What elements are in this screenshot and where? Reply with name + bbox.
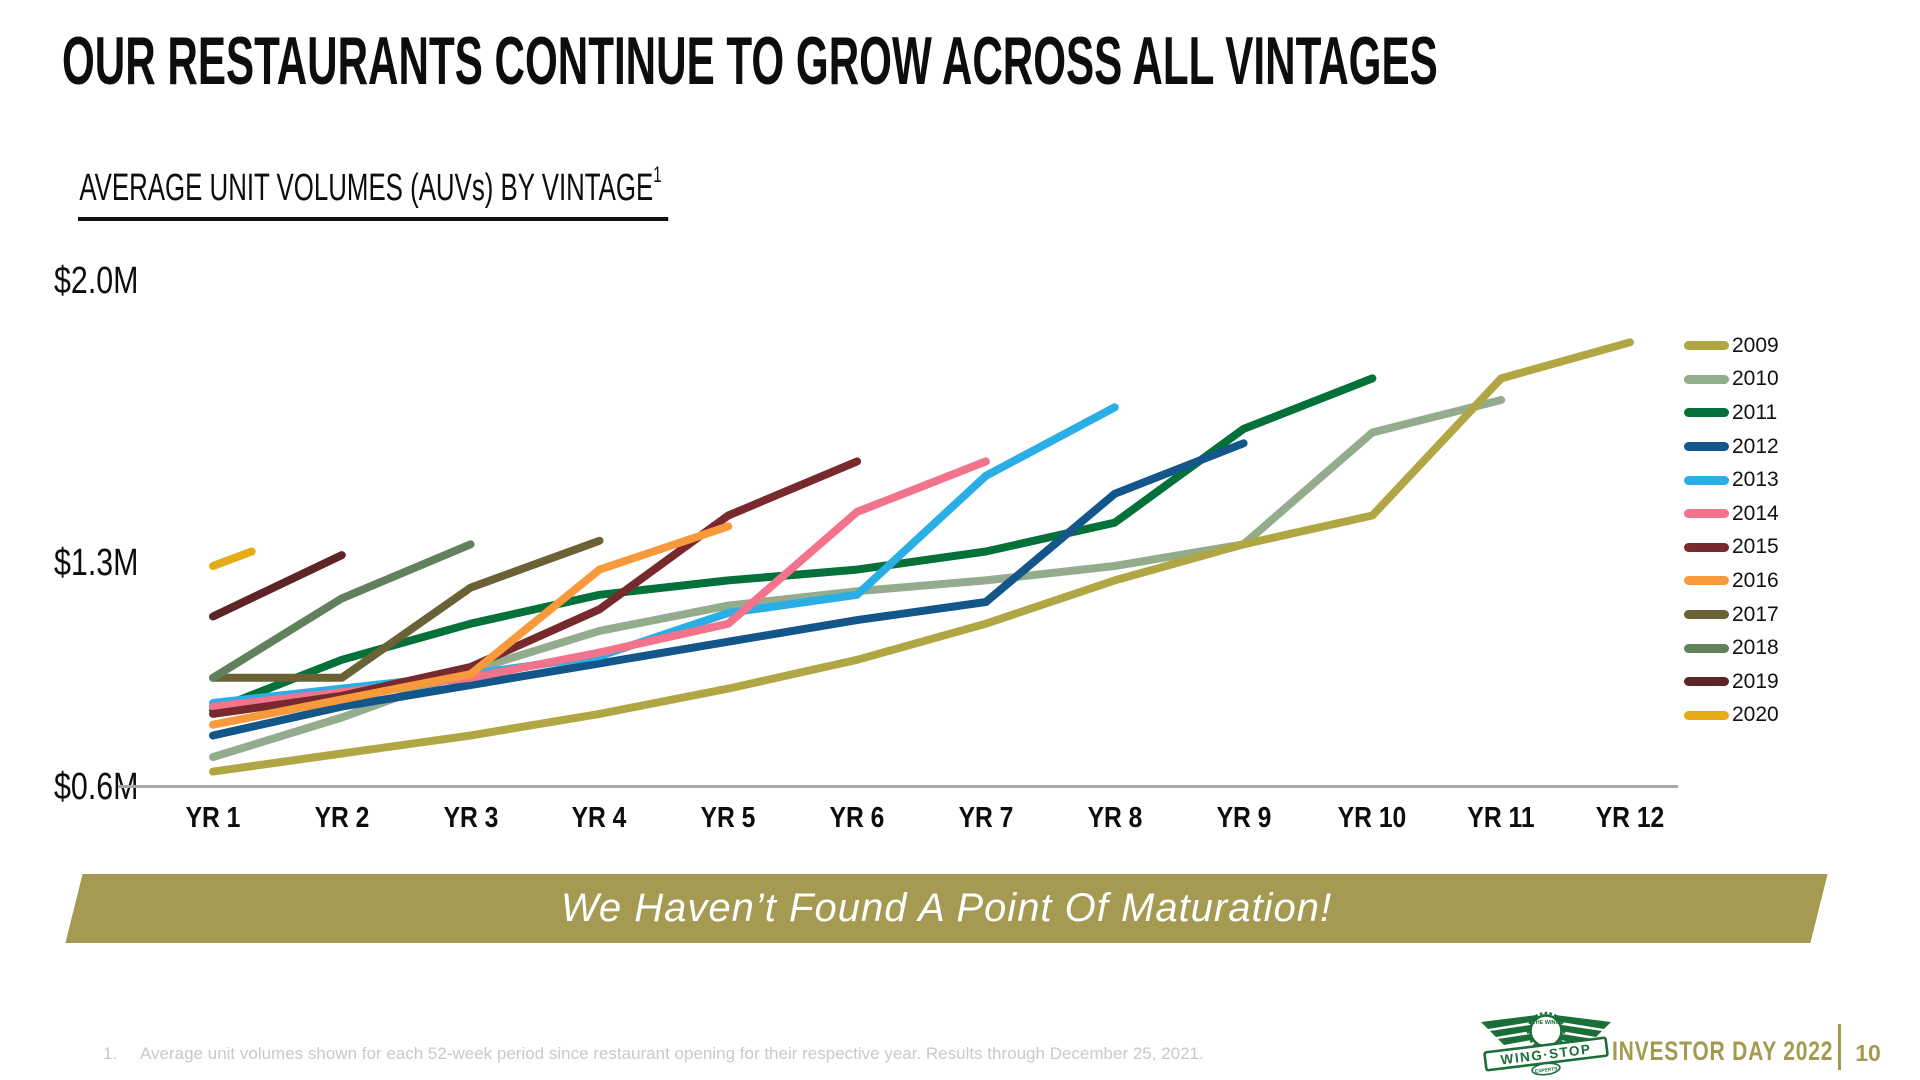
series-line-2010 xyxy=(209,396,1506,762)
legend-swatch-2009 xyxy=(1684,341,1729,351)
wingstop-wings-icon xyxy=(1481,1015,1611,1045)
legend-label: 2012 xyxy=(1732,434,1779,458)
series-line-2017 xyxy=(209,536,604,682)
legend-label: 2016 xyxy=(1732,568,1779,592)
x-tick-label: YR 1 xyxy=(185,802,241,834)
callout-banner-text: We Haven’t Found A Point Of Maturation! xyxy=(560,886,1333,930)
x-tick-label: YR 6 xyxy=(829,802,885,834)
chart-legend: 2009 2010 2011 2012 2013 2014 2015 2016 2017 2018… xyxy=(1684,329,1779,732)
legend-swatch-2017 xyxy=(1684,610,1729,620)
series-line-2016 xyxy=(209,522,733,729)
legend-label: 2015 xyxy=(1732,535,1779,559)
series-line-2020 xyxy=(209,547,256,570)
legend-item-2020: 2020 xyxy=(1684,699,1779,733)
series-line-2019 xyxy=(209,551,346,621)
logo-oval xyxy=(1531,1062,1561,1076)
legend-label: 2010 xyxy=(1732,367,1779,391)
chart-title-text: AVERAGE UNIT VOLUMES (AUVs) BY VINTAGE xyxy=(79,167,654,209)
legend-label: 2013 xyxy=(1732,468,1779,492)
footnote-text: Average unit volumes shown for each 52-w… xyxy=(140,1044,1204,1063)
x-tick-label: YR 5 xyxy=(700,802,756,834)
legend-label: 2018 xyxy=(1732,636,1779,660)
wingstop-logo: THE WING WING·STOP EXPERTS xyxy=(1481,1011,1611,1076)
legend-swatch-2010 xyxy=(1684,374,1729,384)
legend-item-2009: 2009 xyxy=(1684,329,1779,363)
legend-swatch-2012 xyxy=(1684,442,1729,452)
logo-oval-text: EXPERTS xyxy=(1535,1066,1559,1075)
legend-swatch-2016 xyxy=(1684,576,1729,586)
chart-title: AVERAGE UNIT VOLUMES (AUVs) BY VINTAGE1 xyxy=(78,162,946,221)
logo-circle-text: THE WING xyxy=(1532,1020,1560,1026)
legend-label: 2020 xyxy=(1732,703,1779,727)
x-axis-line xyxy=(118,785,1678,788)
legend-item-2015: 2015 xyxy=(1684,531,1779,565)
legend-label: 2017 xyxy=(1732,602,1779,626)
y-tick-label: $1.3M xyxy=(54,542,139,584)
legend-label: 2009 xyxy=(1732,333,1779,357)
x-tick-label: YR 2 xyxy=(314,802,370,834)
legend-item-2014: 2014 xyxy=(1684,497,1779,531)
legend-label: 2019 xyxy=(1732,669,1779,693)
series-line-2018 xyxy=(209,540,475,682)
legend-swatch-2018 xyxy=(1684,643,1729,653)
series-line-2011 xyxy=(209,374,1377,715)
series-line-2013 xyxy=(209,403,1119,707)
x-tick-label: YR 3 xyxy=(443,802,499,834)
legend-item-2013: 2013 xyxy=(1684,463,1779,497)
x-tick-label: YR 12 xyxy=(1595,802,1665,834)
series-line-2014 xyxy=(209,457,990,711)
legend-swatch-2015 xyxy=(1684,542,1729,552)
footnote-marker: 1 xyxy=(653,162,662,187)
legend-swatch-2011 xyxy=(1684,408,1729,418)
x-tick-label: YR 9 xyxy=(1216,802,1271,834)
x-tick-label: YR 10 xyxy=(1338,802,1407,834)
series-line-2015 xyxy=(209,457,862,718)
footer-divider xyxy=(1838,1024,1841,1070)
footnote-index: 1. xyxy=(103,1044,118,1063)
series-line-2012 xyxy=(209,439,1248,740)
legend-swatch-2020 xyxy=(1684,710,1729,720)
page-number: 10 xyxy=(1855,1040,1881,1066)
x-tick-label: YR 7 xyxy=(958,802,1014,834)
legend-label: 2011 xyxy=(1732,400,1778,424)
logo-scallop-ring xyxy=(1526,1011,1566,1051)
legend-item-2011: 2011 xyxy=(1684,396,1779,430)
legend-item-2012: 2012 xyxy=(1684,430,1779,464)
y-tick-label: $2.0M xyxy=(54,260,139,302)
legend-item-2017: 2017 xyxy=(1684,598,1779,632)
series-line-2009 xyxy=(209,338,1634,776)
legend-swatch-2013 xyxy=(1684,475,1729,485)
x-tick-label: YR 4 xyxy=(572,802,627,834)
footer-brand: INVESTOR DAY 2022 xyxy=(1612,1036,1834,1066)
x-tick-label: YR 8 xyxy=(1087,802,1143,834)
legend-swatch-2019 xyxy=(1684,677,1729,687)
legend-item-2018: 2018 xyxy=(1684,631,1779,665)
page-title: OUR RESTAURANTS CONTINUE TO GROW ACROSS … xyxy=(62,23,1438,99)
legend-item-2010: 2010 xyxy=(1684,363,1779,397)
legend-item-2016: 2016 xyxy=(1684,564,1779,598)
legend-label: 2014 xyxy=(1732,501,1779,525)
footnote: 1. Average unit volumes shown for each 5… xyxy=(103,1044,1204,1064)
legend-item-2019: 2019 xyxy=(1684,665,1779,699)
legend-swatch-2014 xyxy=(1684,509,1729,519)
x-tick-label: YR 11 xyxy=(1467,802,1535,834)
